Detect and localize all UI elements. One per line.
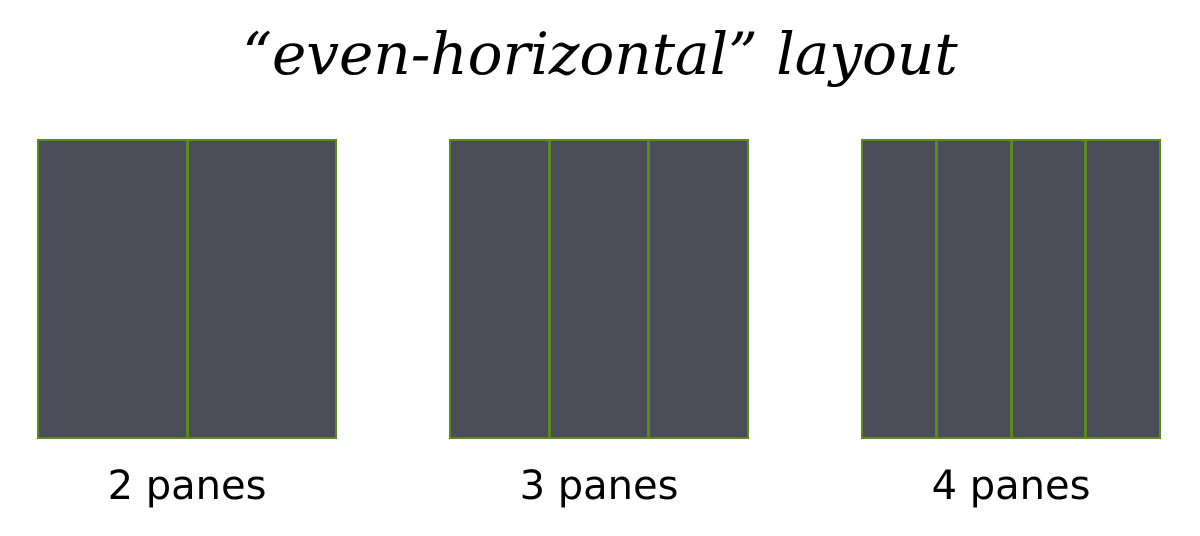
- layout-caption: 4 panes: [931, 463, 1091, 509]
- pane: [185, 141, 335, 437]
- layout-caption: 2 panes: [107, 463, 267, 509]
- pane: [39, 141, 186, 437]
- pane: [451, 141, 548, 437]
- pane: [863, 141, 935, 437]
- pane: [547, 141, 648, 437]
- layout-4-panes: [861, 139, 1161, 439]
- layout-caption: 3 panes: [519, 463, 679, 509]
- layout-3-panes: [449, 139, 749, 439]
- pane: [934, 141, 1010, 437]
- layout-2-panes: [37, 139, 337, 439]
- pane: [1084, 141, 1159, 437]
- diagram-title: “even-horizontal” layout: [242, 20, 958, 88]
- pane: [1009, 141, 1085, 437]
- pane: [647, 141, 748, 437]
